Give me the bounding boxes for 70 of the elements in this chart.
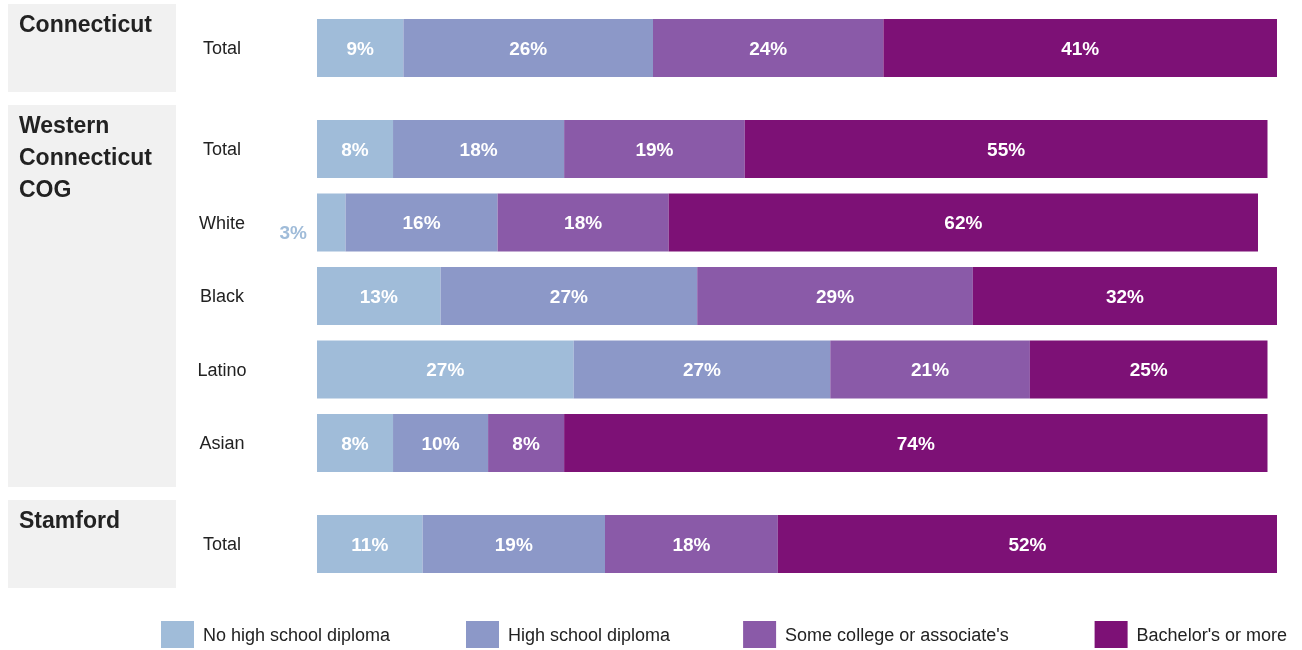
- data-label: 11%: [351, 533, 389, 555]
- bar: [317, 193, 346, 252]
- bar: [653, 19, 884, 77]
- data-label: 18%: [564, 212, 603, 234]
- y-tick-label: Total: [202, 38, 242, 59]
- bar: [830, 340, 1030, 399]
- bar: [440, 267, 698, 325]
- data-label: 19%: [635, 138, 674, 160]
- y-tick-label: Latino: [197, 359, 247, 380]
- data-label: 41%: [1061, 37, 1100, 59]
- bar: [345, 193, 498, 252]
- data-label: 18%: [672, 533, 711, 555]
- data-label: 3%: [279, 222, 308, 244]
- bar: [605, 515, 778, 573]
- data-label: 27%: [426, 359, 465, 381]
- data-label: 74%: [896, 432, 935, 454]
- data-label: 55%: [987, 138, 1026, 160]
- bar: [317, 340, 574, 399]
- data-label: 27%: [549, 285, 588, 307]
- y-tick-label: Black: [199, 286, 246, 307]
- text: Connecticut: [19, 11, 153, 37]
- bar: [564, 414, 1268, 472]
- bar: [317, 267, 441, 325]
- bar: [317, 19, 404, 77]
- legend-label: Bachelor's or more: [1136, 625, 1288, 646]
- data-label: 10%: [421, 432, 460, 454]
- bar: [573, 340, 831, 399]
- data-label: 27%: [682, 359, 722, 381]
- y-tick-label: Total: [202, 139, 242, 160]
- bar: [317, 414, 394, 472]
- bar: [668, 193, 1258, 252]
- bar: [777, 515, 1277, 573]
- bar: [422, 515, 605, 573]
- data-label: 26%: [509, 37, 548, 59]
- bar: [883, 19, 1277, 77]
- data-label: 32%: [1105, 285, 1145, 307]
- data-label: 62%: [944, 212, 983, 234]
- bar: [564, 120, 745, 178]
- bar: [1029, 340, 1268, 399]
- bar: [972, 267, 1277, 325]
- bar: [393, 120, 565, 178]
- bar: [697, 267, 973, 325]
- data-label: 24%: [749, 37, 788, 59]
- data-label: 8%: [341, 432, 369, 454]
- y-tick-label: White: [198, 212, 246, 233]
- y-tick-label: Asian: [199, 433, 245, 454]
- legend-label: No high school diploma: [203, 625, 392, 646]
- data-label: 19%: [494, 533, 533, 555]
- bar: [317, 120, 394, 178]
- text: Stamford: [19, 507, 120, 533]
- data-label: 16%: [402, 212, 441, 234]
- legend-label: High school diploma: [508, 625, 672, 646]
- data-label: 8%: [512, 432, 540, 454]
- data-label: 25%: [1129, 359, 1168, 381]
- bar: [403, 19, 653, 77]
- data-label: 13%: [359, 285, 398, 307]
- data-label: 29%: [816, 285, 855, 307]
- data-label: 18%: [459, 138, 498, 160]
- bar: [393, 414, 489, 472]
- bar: [317, 515, 423, 573]
- y-tick-label: Total: [202, 534, 242, 555]
- data-label: 52%: [1008, 533, 1047, 555]
- text: Western Connecticut COG: [19, 112, 153, 202]
- legend-label: Some college or associate's: [785, 625, 1009, 646]
- data-label: 21%: [911, 359, 950, 381]
- data-label: 9%: [346, 37, 375, 59]
- data-label: 8%: [341, 138, 369, 160]
- bar: [488, 414, 565, 472]
- bar: [744, 120, 1268, 178]
- bar: [497, 193, 669, 252]
